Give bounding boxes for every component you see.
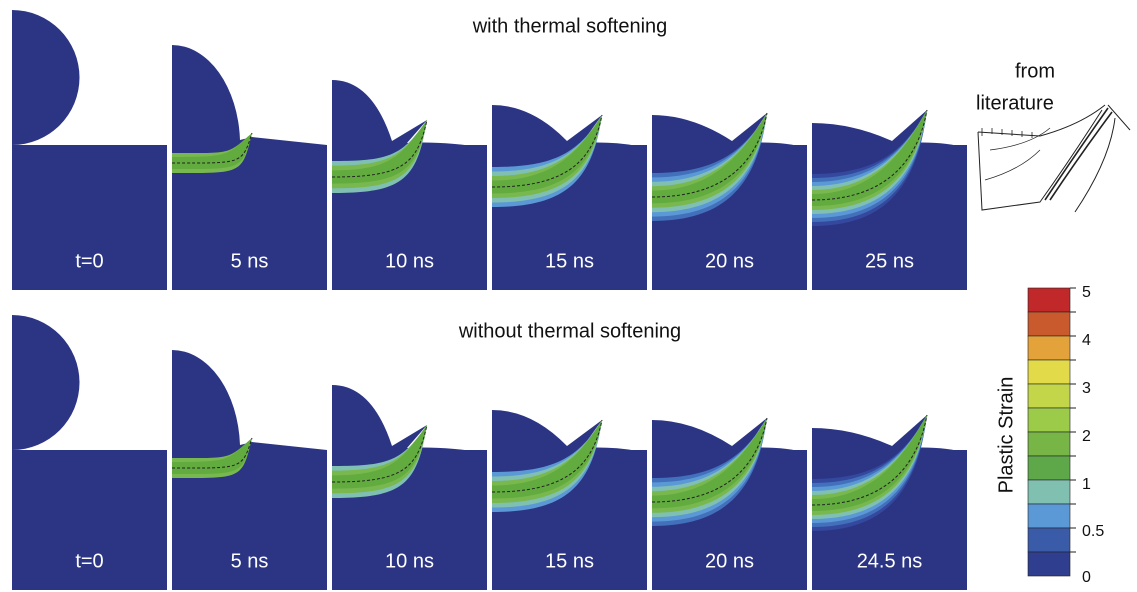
colorbar-segment xyxy=(1028,384,1070,408)
panel-label: 10 ns xyxy=(385,550,434,572)
panel: 15 ns xyxy=(492,410,647,590)
row-title: without thermal softening xyxy=(458,320,681,342)
colorbar: 5 4 3 2 1 0.5 0 xyxy=(1028,284,1104,586)
colorbar-tick-label: 3 xyxy=(1082,380,1091,397)
projectile xyxy=(812,415,967,453)
panel-label: 25 ns xyxy=(865,250,914,272)
panel-label: 15 ns xyxy=(545,550,594,572)
projectile xyxy=(652,418,807,453)
colorbar-segment xyxy=(1028,528,1070,552)
colorbar-segment xyxy=(1028,432,1070,456)
colorbar-segment xyxy=(1028,312,1070,336)
colorbar-segment xyxy=(1028,288,1070,312)
panel: 5 ns xyxy=(172,350,327,590)
colorbar-tick-label: 0 xyxy=(1082,569,1091,586)
colorbar-tick-label: 2 xyxy=(1082,428,1091,445)
panel: 20 ns xyxy=(652,418,807,590)
projectile xyxy=(172,350,327,450)
panel-label: 5 ns xyxy=(231,550,269,572)
panel-label: 5 ns xyxy=(231,250,269,272)
panel: 24.5 ns xyxy=(812,415,967,590)
panel-label: 20 ns xyxy=(705,250,754,272)
row-title: with thermal softening xyxy=(472,15,668,37)
colorbar-label: Plastic Strain xyxy=(995,377,1017,494)
literature-label: from xyxy=(1015,60,1055,82)
literature-label: literature xyxy=(976,92,1054,114)
literature-sketch xyxy=(978,105,1130,212)
colorbar-segment xyxy=(1028,504,1070,528)
panel-label: t=0 xyxy=(75,250,103,272)
panels: with thermal softening t=0 5 ns 10 ns 15 ns 2… xyxy=(12,10,967,590)
panel: 10 ns xyxy=(332,385,487,590)
projectile xyxy=(12,10,79,145)
projectile xyxy=(12,315,79,450)
panel: 20 ns xyxy=(652,113,807,290)
figure: with thermal softeningt=05 ns10 ns15 ns2… xyxy=(0,0,1137,592)
projectile xyxy=(492,410,647,453)
panel: 10 ns xyxy=(332,80,487,290)
panel-label: 20 ns xyxy=(705,550,754,572)
colorbar-tick-label: 1 xyxy=(1082,476,1091,493)
colorbar-segment xyxy=(1028,552,1070,576)
colorbar-tick-label: 4 xyxy=(1082,332,1091,349)
panel: 25 ns xyxy=(812,110,967,290)
panel: t=0 xyxy=(12,315,167,590)
panel: t=0 xyxy=(12,10,167,290)
panel-label: t=0 xyxy=(75,550,103,572)
panel-label: 24.5 ns xyxy=(857,550,923,572)
colorbar-tick-label: 0.5 xyxy=(1082,523,1104,540)
panel-label: 10 ns xyxy=(385,250,434,272)
projectile xyxy=(172,45,327,145)
projectile xyxy=(332,385,487,453)
projectile xyxy=(652,113,807,148)
projectile xyxy=(332,80,487,148)
panel-label: 15 ns xyxy=(545,250,594,272)
projectile xyxy=(492,105,647,148)
projectile xyxy=(812,110,967,148)
colorbar-segment xyxy=(1028,456,1070,480)
colorbar-segment xyxy=(1028,336,1070,360)
panel: 5 ns xyxy=(172,45,327,290)
panel: 15 ns xyxy=(492,105,647,290)
colorbar-segment xyxy=(1028,360,1070,384)
colorbar-tick-label: 5 xyxy=(1082,284,1091,301)
colorbar-segment xyxy=(1028,480,1070,504)
colorbar-segment xyxy=(1028,408,1070,432)
